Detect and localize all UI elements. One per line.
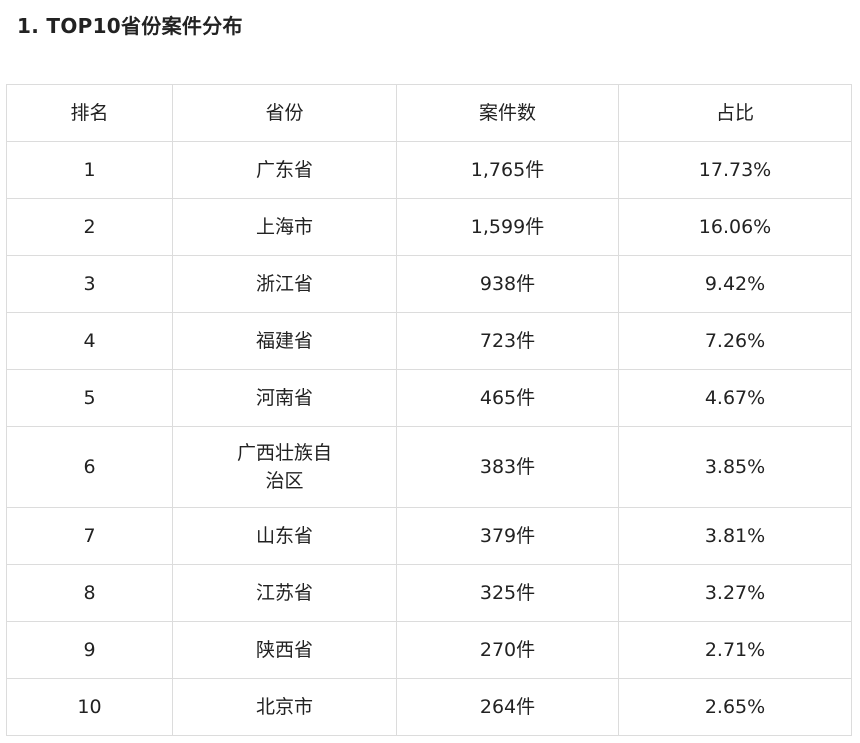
cell-share: 3.85% xyxy=(618,426,852,508)
table-row: 2 上海市 1,599件 16.06% xyxy=(6,198,852,256)
cell-province: 河南省 xyxy=(172,369,397,427)
cell-share: 4.67% xyxy=(618,369,852,427)
table-row: 9 陕西省 270件 2.71% xyxy=(6,621,852,679)
cell-rank: 1 xyxy=(6,141,173,199)
table-row: 6 广西壮族自治区 383件 3.85% xyxy=(6,426,852,508)
province-name: 江苏省 xyxy=(255,582,313,604)
cell-case-count: 325件 xyxy=(396,564,619,622)
cell-share: 17.73% xyxy=(618,141,852,199)
province-name: 上海市 xyxy=(255,216,313,238)
cell-province: 北京市 xyxy=(172,678,397,736)
cell-province: 广西壮族自治区 xyxy=(172,426,397,508)
cell-case-count: 1,765件 xyxy=(396,141,619,199)
cell-rank: 6 xyxy=(6,426,173,508)
cell-case-count: 264件 xyxy=(396,678,619,736)
cell-province: 陕西省 xyxy=(172,621,397,679)
table-row: 10 北京市 264件 2.65% xyxy=(6,678,852,736)
province-name: 北京市 xyxy=(255,696,313,718)
province-name: 陕西省 xyxy=(255,639,313,661)
cell-case-count: 270件 xyxy=(396,621,619,679)
cell-rank: 10 xyxy=(6,678,173,736)
cell-share: 7.26% xyxy=(618,312,852,370)
table-row: 1 广东省 1,765件 17.73% xyxy=(6,141,852,199)
cell-case-count: 465件 xyxy=(396,369,619,427)
cell-rank: 4 xyxy=(6,312,173,370)
cell-case-count: 383件 xyxy=(396,426,619,508)
province-name: 山东省 xyxy=(255,525,313,547)
province-case-table: 排名 省份 案件数 占比 1 广东省 1,765件 17.73% 2 上海市 1,599件 16.0… xyxy=(6,84,852,736)
cell-share: 9.42% xyxy=(618,255,852,313)
header-case-count: 案件数 xyxy=(396,84,619,142)
cell-share: 3.81% xyxy=(618,507,852,565)
header-share: 占比 xyxy=(618,84,852,142)
table-header-row: 排名 省份 案件数 占比 xyxy=(6,84,852,142)
cell-rank: 3 xyxy=(6,255,173,313)
table-row: 3 浙江省 938件 9.42% xyxy=(6,255,852,313)
cell-case-count: 723件 xyxy=(396,312,619,370)
table-row: 8 江苏省 325件 3.27% xyxy=(6,564,852,622)
cell-share: 2.71% xyxy=(618,621,852,679)
cell-province: 江苏省 xyxy=(172,564,397,622)
table-row: 4 福建省 723件 7.26% xyxy=(6,312,852,370)
table-row: 7 山东省 379件 3.81% xyxy=(6,507,852,565)
province-name: 福建省 xyxy=(255,330,313,352)
cell-case-count: 379件 xyxy=(396,507,619,565)
table-row: 5 河南省 465件 4.67% xyxy=(6,369,852,427)
cell-case-count: 1,599件 xyxy=(396,198,619,256)
cell-rank: 5 xyxy=(6,369,173,427)
header-province: 省份 xyxy=(172,84,397,142)
cell-province: 山东省 xyxy=(172,507,397,565)
cell-rank: 8 xyxy=(6,564,173,622)
cell-province: 浙江省 xyxy=(172,255,397,313)
section-title: 1. TOP10省份案件分布 xyxy=(17,14,243,38)
cell-share: 16.06% xyxy=(618,198,852,256)
cell-rank: 2 xyxy=(6,198,173,256)
province-name: 浙江省 xyxy=(255,273,313,295)
province-name: 广西壮族自治区 xyxy=(236,442,332,492)
province-name: 广东省 xyxy=(255,159,313,181)
cell-rank: 9 xyxy=(6,621,173,679)
cell-share: 3.27% xyxy=(618,564,852,622)
cell-rank: 7 xyxy=(6,507,173,565)
cell-province: 广东省 xyxy=(172,141,397,199)
cell-share: 2.65% xyxy=(618,678,852,736)
header-rank: 排名 xyxy=(6,84,173,142)
cell-case-count: 938件 xyxy=(396,255,619,313)
cell-province: 福建省 xyxy=(172,312,397,370)
cell-province: 上海市 xyxy=(172,198,397,256)
province-name: 河南省 xyxy=(255,387,313,409)
